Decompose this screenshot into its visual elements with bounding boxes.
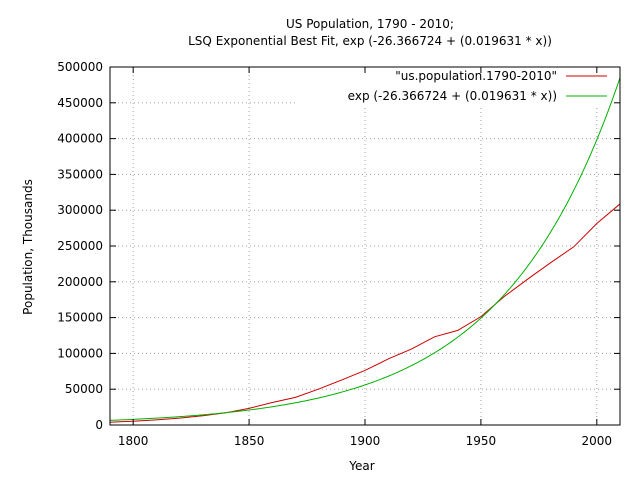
y-tick-label: 150000: [57, 311, 103, 325]
y-tick-label: 100000: [57, 346, 103, 360]
x-tick-label: 1950: [466, 434, 497, 448]
chart-title-line-2: LSQ Exponential Best Fit, exp (-26.36672…: [188, 34, 552, 48]
y-tick-label: 400000: [57, 132, 103, 146]
chart-title-line-1: US Population, 1790 - 2010;: [286, 17, 454, 31]
y-tick-label: 250000: [57, 239, 103, 253]
y-tick-label: 0: [95, 418, 103, 432]
legend: "us.population.1790-2010" exp (-26.36672…: [348, 69, 607, 103]
y-axis-label: Population, Thousands: [21, 179, 35, 315]
legend-label-fit: exp (-26.366724 + (0.019631 * x)): [348, 89, 557, 103]
legend-label-data: "us.population.1790-2010": [395, 69, 557, 83]
x-tick-label: 1850: [234, 434, 265, 448]
plot-series: [109, 77, 621, 423]
y-tick-label: 500000: [57, 60, 103, 74]
series-line-exponential-fit: [109, 77, 621, 421]
x-axis-label: Year: [348, 459, 374, 473]
y-tick-label: 200000: [57, 275, 103, 289]
x-tick-label: 2000: [582, 434, 613, 448]
x-tick-label: 1800: [118, 434, 149, 448]
axis-ticks: 0 50000 100000 150000 200000 250000 300000 3500…: [57, 60, 620, 448]
y-tick-label: 350000: [57, 167, 103, 181]
chart-title: US Population, 1790 - 2010; LSQ Exponent…: [188, 17, 552, 48]
grid-lines: [110, 67, 620, 425]
series-line-population: [109, 203, 621, 423]
x-tick-label: 1900: [350, 434, 381, 448]
y-tick-label: 50000: [65, 382, 103, 396]
y-tick-label: 300000: [57, 203, 103, 217]
y-tick-label: 450000: [57, 96, 103, 110]
